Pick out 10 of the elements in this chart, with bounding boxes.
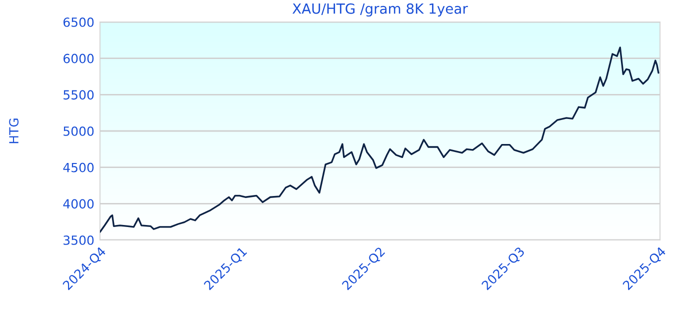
y-tick-label: 4000 — [63, 199, 94, 209]
y-axis-title: HTG — [9, 118, 19, 144]
y-tick-label: 6500 — [64, 17, 94, 27]
y-tick-label: 5000 — [64, 126, 94, 136]
line-series — [100, 46, 660, 233]
y-tick-label: 3500 — [64, 235, 94, 245]
y-tick-label: 5500 — [64, 90, 94, 100]
y-tick-label: 6000 — [64, 54, 94, 64]
chart-title: XAU/HTG /gram 8K 1year — [292, 3, 468, 17]
y-tick-label: 4500 — [63, 162, 94, 172]
